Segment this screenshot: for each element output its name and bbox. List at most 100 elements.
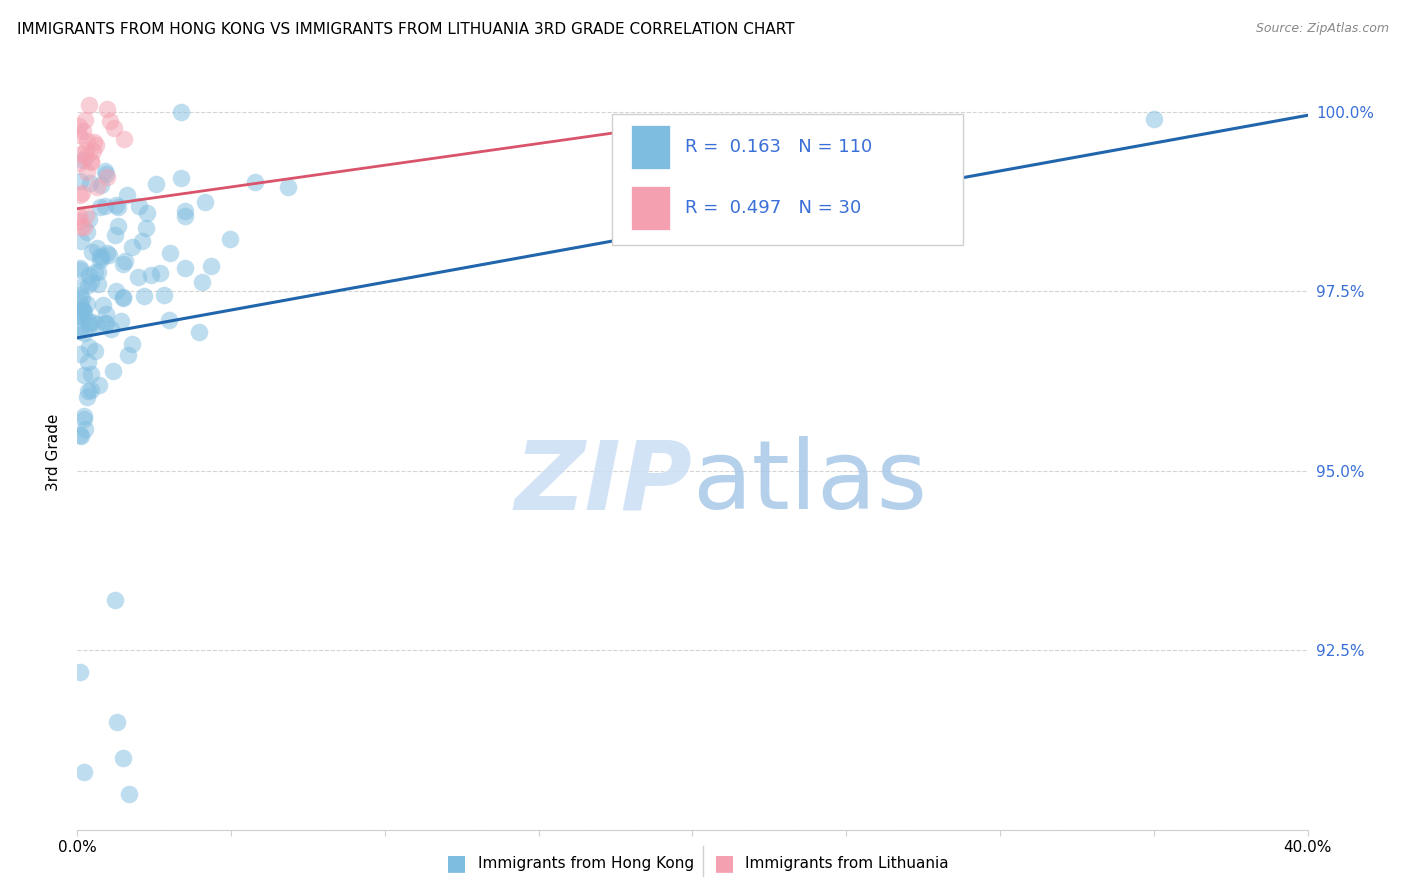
Point [80, 367, 103, 381]
Point [173, 209, 195, 223]
Point [69, 288, 91, 302]
Point [75, 150, 97, 164]
Point [121, 337, 143, 351]
Point [110, 314, 132, 328]
Point [69, 263, 91, 277]
Point [245, 175, 267, 189]
Point [69, 347, 91, 361]
Point [84, 137, 107, 152]
Point [218, 232, 240, 246]
Point [98, 114, 121, 128]
Point [89, 249, 111, 263]
Text: IMMIGRANTS FROM HONG KONG VS IMMIGRANTS FROM LITHUANIA 3RD GRADE CORRELATION CHA: IMMIGRANTS FROM HONG KONG VS IMMIGRANTS … [17, 22, 794, 37]
Point [80, 245, 103, 260]
Point [76, 297, 98, 311]
Point [94, 306, 117, 320]
Point [82, 315, 104, 329]
Point [96, 246, 118, 260]
Point [114, 254, 136, 268]
Point [67, 120, 90, 134]
Point [96, 167, 118, 181]
Point [80, 383, 103, 397]
Point [72, 326, 94, 340]
Point [135, 205, 157, 219]
Point [67, 214, 90, 228]
Point [174, 260, 197, 275]
Point [170, 170, 193, 185]
Point [86, 241, 108, 255]
Point [76, 165, 98, 179]
Point [89, 378, 111, 392]
Point [159, 246, 181, 260]
Point [79, 212, 101, 227]
Point [69, 665, 91, 679]
Point [72, 153, 94, 167]
Point [80, 154, 103, 169]
Point [69, 308, 91, 322]
Point [69, 295, 91, 310]
Point [111, 257, 134, 271]
Point [69, 309, 91, 323]
Point [96, 170, 118, 185]
Point [711, 184, 734, 198]
Point [70, 234, 93, 248]
Point [80, 275, 103, 289]
Point [72, 124, 94, 138]
Point [70, 302, 93, 317]
Point [79, 318, 101, 332]
Point [67, 209, 90, 223]
Point [83, 344, 105, 359]
Point [173, 204, 195, 219]
Point [70, 429, 93, 443]
Point [107, 200, 129, 214]
Point [82, 145, 104, 159]
Point [77, 97, 100, 112]
Point [77, 355, 100, 369]
Point [72, 409, 94, 424]
Point [145, 178, 167, 192]
Point [77, 278, 100, 293]
Point [77, 384, 100, 399]
Point [70, 292, 93, 306]
Point [94, 163, 117, 178]
Point [75, 143, 97, 157]
Point [128, 198, 150, 212]
Point [94, 199, 117, 213]
Point [91, 298, 114, 312]
Point [97, 247, 120, 261]
Text: atlas: atlas [693, 436, 928, 529]
Point [69, 427, 91, 442]
Point [107, 219, 129, 234]
Point [111, 751, 134, 765]
Point [67, 128, 90, 142]
Point [84, 318, 107, 332]
Point [131, 234, 153, 248]
Point [112, 290, 135, 304]
Point [89, 253, 111, 268]
Bar [631, 186, 671, 229]
Point [70, 279, 93, 293]
Text: Immigrants from Lithuania: Immigrants from Lithuania [745, 856, 949, 871]
Point [76, 134, 98, 148]
Point [104, 592, 127, 607]
Point [73, 422, 96, 436]
Point [188, 325, 211, 339]
Point [111, 291, 134, 305]
Point [75, 208, 97, 222]
Point [73, 112, 96, 127]
Point [112, 132, 135, 146]
Point [170, 104, 193, 119]
Point [77, 268, 100, 282]
Point [83, 135, 105, 149]
Point [69, 320, 91, 334]
Point [90, 251, 112, 265]
Point [104, 197, 127, 211]
Point [84, 265, 107, 279]
Point [103, 120, 125, 135]
Point [72, 302, 94, 317]
Point [69, 174, 91, 188]
Point [89, 200, 111, 214]
Point [135, 220, 157, 235]
Point [94, 316, 117, 330]
Text: R =  0.163   N = 110: R = 0.163 N = 110 [685, 138, 872, 156]
